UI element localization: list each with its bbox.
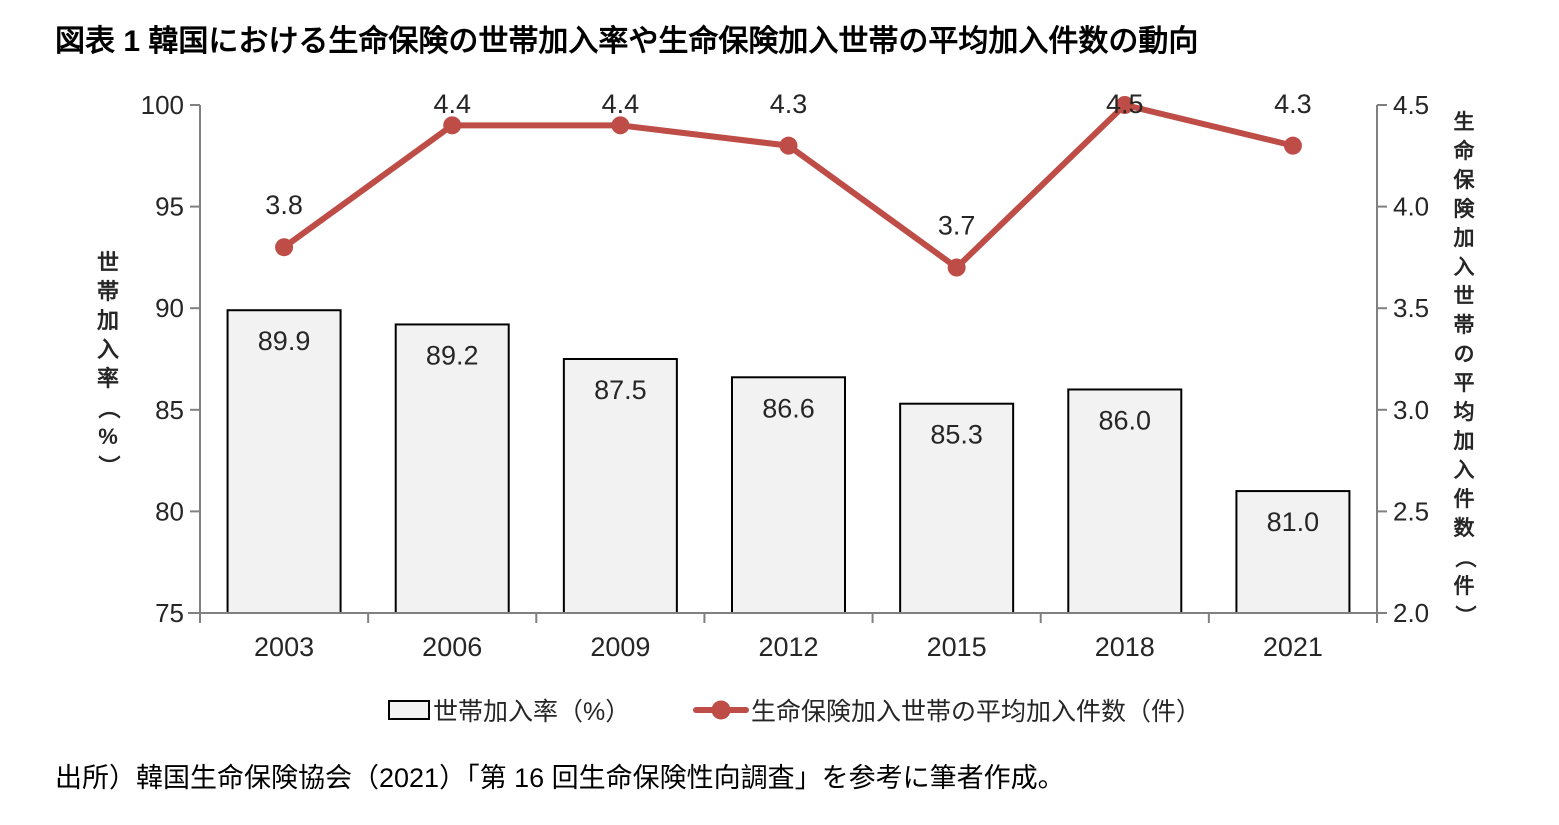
right-axis-tick-3.5: 3.5 — [1393, 293, 1429, 323]
left-axis-tick-95: 95 — [155, 192, 184, 222]
axis-title-char: 帯 — [96, 279, 119, 304]
figure-title: 図表 1 韓国における生命保険の世帯加入率や生命保険加入世帯の平均加入件数の動向 — [55, 25, 1199, 58]
x-axis-label-2003: 2003 — [254, 632, 314, 662]
axis-title-char: 世 — [1453, 285, 1475, 308]
legend-item-line: 生命保険加入世帯の平均加入件数（件） — [693, 692, 1201, 728]
line-marker-2012 — [779, 136, 798, 155]
bar-2003 — [226, 309, 342, 614]
axis-title-char: 加 — [1453, 430, 1475, 453]
line-marker-2003 — [275, 238, 294, 257]
legend-line-dot — [711, 700, 731, 720]
axis-title-char: ） — [95, 454, 121, 478]
line-label-2012: 4.3 — [770, 89, 808, 119]
axis-title-char: 命 — [1453, 140, 1475, 163]
bar-label-2006: 89.2 — [426, 340, 479, 370]
axis-title-char: 入 — [1453, 256, 1475, 279]
axis-title-char: ） — [1452, 605, 1476, 626]
legend-line-label: 生命保険加入世帯の平均加入件数（件） — [751, 698, 1202, 726]
left-axis-tick-80: 80 — [155, 496, 184, 526]
bar-label-2018: 86.0 — [1099, 405, 1152, 435]
axis-title-char: 生 — [1453, 111, 1475, 134]
x-axis-label-2006: 2006 — [422, 632, 482, 662]
bar-2021 — [1235, 490, 1351, 614]
line-series — [281, 102, 1296, 271]
left-axis-tick-75: 75 — [155, 598, 184, 628]
x-axis-label-2012: 2012 — [758, 632, 818, 662]
bar-2006 — [394, 323, 510, 614]
bar-label-2009: 87.5 — [594, 375, 647, 405]
line-label-2021: 4.3 — [1274, 89, 1312, 119]
left-axis-tick-90: 90 — [155, 293, 184, 323]
source-note: 出所）韓国生命保険協会（2021）「第 16 回生命保険性向調査」を参考に筆者作… — [55, 763, 1065, 793]
axis-title-char: 平 — [1453, 372, 1475, 395]
left-axis-tick-85: 85 — [155, 395, 184, 425]
line-marker-2009 — [611, 116, 630, 135]
axis-title-char: 入 — [96, 337, 119, 362]
line-label-2006: 4.4 — [433, 89, 471, 119]
axis-title-char: 保 — [1453, 169, 1475, 192]
legend-bar-label: 世帯加入率（%） — [433, 698, 631, 726]
right-axis-tick-2.5: 2.5 — [1393, 496, 1429, 526]
line-label-2018: 4.5 — [1106, 89, 1144, 119]
left-axis-title: 世帯加入率 （% ） — [90, 250, 126, 478]
right-axis-tick-3.0: 3.0 — [1393, 395, 1429, 425]
left-axis-tick-100: 100 — [141, 90, 184, 120]
bar-2018 — [1067, 388, 1183, 615]
x-axis-label-2018: 2018 — [1095, 632, 1155, 662]
axis-title-char: 数 — [1453, 517, 1475, 540]
line-label-2009: 4.4 — [602, 89, 640, 119]
axis-title-char: 入 — [1453, 459, 1475, 482]
axis-title-char: 均 — [1453, 401, 1475, 424]
x-axis-label-2021: 2021 — [1263, 632, 1323, 662]
bar-label-2021: 81.0 — [1267, 507, 1320, 537]
axis-title-char: （ — [1452, 547, 1476, 568]
axis-title-char: （ — [95, 396, 121, 420]
axis-title-char: 加 — [96, 308, 119, 333]
legend-bar-swatch — [388, 700, 430, 720]
line-label-2003: 3.8 — [265, 190, 303, 220]
bar-label-2015: 85.3 — [930, 420, 983, 450]
line-marker-2018 — [1115, 96, 1134, 114]
axis-title-char: 加 — [1453, 227, 1475, 250]
axis-title-char: 険 — [1453, 198, 1475, 221]
bar-label-2003: 89.9 — [258, 326, 311, 356]
axis-title-char: 率 — [96, 366, 119, 391]
legend-line-marker — [693, 700, 749, 720]
legend-item-bar: 世帯加入率（%） — [388, 692, 630, 728]
axis-title-char: 件 — [1453, 488, 1475, 511]
x-axis-label-2015: 2015 — [927, 632, 987, 662]
right-axis-tick-4.5: 4.5 — [1393, 90, 1429, 120]
x-axis-label-2009: 2009 — [590, 632, 650, 662]
axis-title-char: 帯 — [1453, 314, 1475, 337]
right-axis-title: 生命保険加入世帯の平均加入件数（件） — [1446, 112, 1482, 626]
line-marker-2015 — [947, 258, 966, 277]
right-axis-tick-2.0: 2.0 — [1393, 598, 1429, 628]
axis-title-char: 件 — [1453, 575, 1475, 598]
line-marker-2006 — [443, 116, 462, 135]
line-marker-2021 — [1283, 136, 1302, 155]
axis-title-char: の — [1453, 343, 1475, 366]
bar-2012 — [731, 376, 846, 614]
right-axis-tick-4.0: 4.0 — [1393, 192, 1429, 222]
axis-title-char: % — [98, 424, 118, 449]
line-label-2015: 3.7 — [938, 211, 976, 241]
axis-title-char: 世 — [96, 250, 119, 275]
bar-label-2012: 86.6 — [762, 393, 815, 423]
